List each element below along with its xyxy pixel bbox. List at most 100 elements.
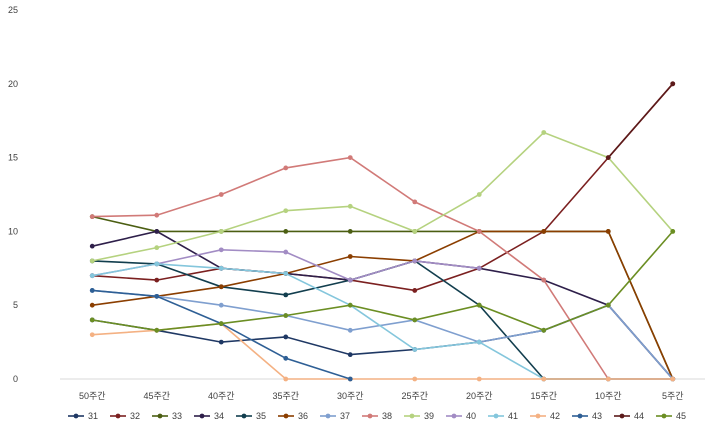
data-point-34 xyxy=(89,243,95,249)
data-point-43 xyxy=(154,293,160,299)
legend: 31 32 33 34 35 36 37 38 39 40 41 42 43 44 45 xyxy=(68,411,686,421)
legend-label-31: 31 xyxy=(88,411,98,421)
y-tick-label: 15 xyxy=(8,153,18,163)
x-tick-label: 45주간 xyxy=(143,391,170,401)
legend-label-43: 43 xyxy=(592,411,602,421)
data-point-36 xyxy=(605,229,611,234)
data-point-34 xyxy=(154,229,160,234)
series-line-45 xyxy=(92,230,674,332)
data-point-42 xyxy=(283,376,289,382)
data-point-45 xyxy=(670,229,676,234)
legend-label-41: 41 xyxy=(508,411,518,421)
data-point-45 xyxy=(541,327,547,333)
data-point-40 xyxy=(283,249,289,255)
legend-marker-36 xyxy=(283,413,289,419)
legend-label-36: 36 xyxy=(298,411,308,421)
data-point-35 xyxy=(283,292,289,298)
y-tick-label: 25 xyxy=(8,5,18,15)
x-tick-label: 20주간 xyxy=(466,391,493,401)
x-tick-label: 25주간 xyxy=(401,391,428,401)
legend-label-37: 37 xyxy=(340,411,350,421)
data-point-41 xyxy=(283,271,289,276)
legend-marker-45 xyxy=(661,413,667,419)
data-point-38 xyxy=(347,155,353,161)
series-line-32 xyxy=(92,83,674,292)
data-point-31 xyxy=(218,339,224,345)
legend-label-45: 45 xyxy=(676,411,686,421)
data-point-32 xyxy=(412,288,418,293)
legend-marker-31 xyxy=(73,413,79,419)
data-point-44 xyxy=(670,81,676,87)
data-point-37 xyxy=(347,327,353,333)
x-tick-label: 15주간 xyxy=(530,391,557,401)
data-point-36 xyxy=(218,284,224,290)
y-tick-label: 0 xyxy=(13,374,18,384)
data-point-38 xyxy=(89,214,95,220)
series-43 xyxy=(89,288,353,382)
data-point-41 xyxy=(476,339,482,345)
legend-marker-42 xyxy=(535,413,541,419)
legend-label-35: 35 xyxy=(256,411,266,421)
data-point-41 xyxy=(412,347,418,352)
data-point-36 xyxy=(347,254,353,259)
data-point-32 xyxy=(154,277,160,283)
series-line-35 xyxy=(92,260,673,380)
legend-marker-34 xyxy=(199,413,205,419)
data-point-40 xyxy=(476,265,482,271)
data-point-42 xyxy=(541,376,547,382)
legend-marker-33 xyxy=(157,413,163,419)
data-point-39 xyxy=(412,229,418,234)
data-point-38 xyxy=(541,277,547,283)
series-line-38 xyxy=(92,156,673,380)
x-tick-label: 5주간 xyxy=(662,391,684,401)
legend-marker-41 xyxy=(493,413,499,419)
legend-marker-38 xyxy=(367,413,373,419)
data-point-40 xyxy=(412,258,418,264)
data-point-42 xyxy=(670,376,676,382)
data-point-41 xyxy=(89,273,95,279)
data-point-42 xyxy=(476,376,482,382)
series-line-39 xyxy=(92,131,674,262)
data-point-45 xyxy=(412,317,418,323)
legend-marker-44 xyxy=(619,413,625,419)
series-line-36 xyxy=(92,230,674,380)
data-point-33 xyxy=(283,229,289,234)
legend-label-44: 44 xyxy=(634,411,644,421)
data-point-43 xyxy=(89,288,95,293)
legend-label-32: 32 xyxy=(130,411,140,421)
data-point-39 xyxy=(154,245,160,251)
data-point-39 xyxy=(347,203,353,209)
x-tick-label: 50주간 xyxy=(79,391,106,401)
data-point-38 xyxy=(412,199,418,205)
legend-marker-39 xyxy=(409,413,415,419)
data-point-43 xyxy=(347,376,353,382)
series-38 xyxy=(89,155,676,382)
legend-label-34: 34 xyxy=(214,411,224,421)
legend-marker-35 xyxy=(241,413,247,419)
series-line-41 xyxy=(92,263,673,380)
data-point-39 xyxy=(541,130,547,135)
x-tick-label: 10주간 xyxy=(595,391,622,401)
legend-marker-43 xyxy=(577,413,583,419)
data-point-42 xyxy=(605,376,611,382)
data-point-44 xyxy=(605,155,611,161)
data-point-41 xyxy=(154,261,160,267)
data-point-45 xyxy=(89,317,95,323)
legend-label-39: 39 xyxy=(424,411,434,421)
series-45 xyxy=(89,229,676,333)
x-tick-label: 40주간 xyxy=(208,391,235,401)
data-point-45 xyxy=(283,313,289,318)
data-point-40 xyxy=(218,247,224,253)
x-tick-label: 30주간 xyxy=(337,391,364,401)
data-point-45 xyxy=(154,327,160,333)
y-tick-label: 5 xyxy=(13,300,18,310)
legend-marker-40 xyxy=(451,413,457,419)
legend-label-40: 40 xyxy=(466,411,476,421)
legend-label-33: 33 xyxy=(172,411,182,421)
data-point-40 xyxy=(347,277,353,283)
data-point-42 xyxy=(412,376,418,382)
x-tick-label: 35주간 xyxy=(272,391,299,401)
data-point-36 xyxy=(541,229,547,234)
data-point-45 xyxy=(476,302,482,308)
